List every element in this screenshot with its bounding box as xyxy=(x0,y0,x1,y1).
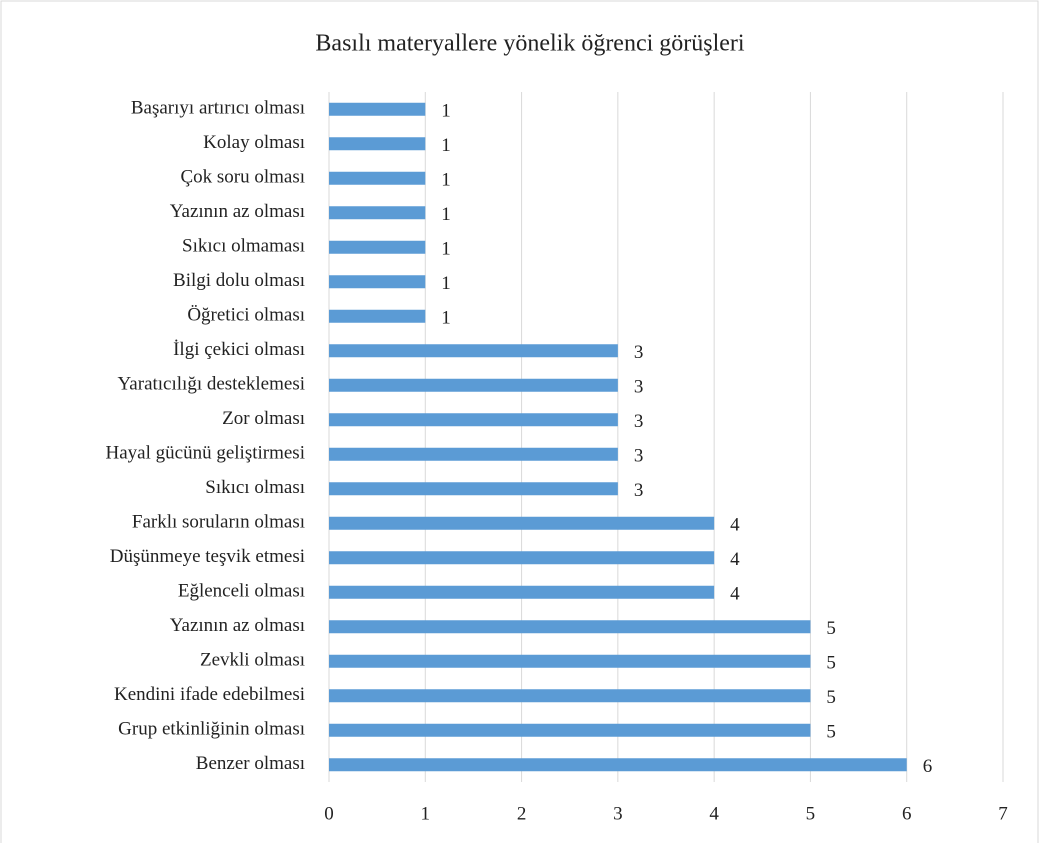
data-label: 3 xyxy=(634,446,644,467)
bar xyxy=(329,240,426,254)
y-tick-label: Hayal gücünü geliştirmesi xyxy=(106,443,305,464)
y-tick-label: Öğretici olması xyxy=(187,305,305,326)
bar xyxy=(329,654,811,668)
bar xyxy=(329,378,618,392)
x-tick-label: 4 xyxy=(709,803,719,824)
x-tick-label: 7 xyxy=(998,803,1008,824)
y-tick-label: Zor olması xyxy=(222,408,305,429)
bar xyxy=(329,551,715,565)
y-tick-label: Kolay olması xyxy=(203,132,305,153)
data-label: 3 xyxy=(634,411,644,432)
y-tick-label: Farklı soruların olması xyxy=(132,512,305,533)
data-label: 1 xyxy=(441,101,451,122)
y-tick-label: Yazının az olması xyxy=(170,615,305,636)
data-label: 3 xyxy=(634,342,644,363)
bar xyxy=(329,171,426,185)
bar xyxy=(329,620,811,634)
bar xyxy=(329,344,618,358)
data-label: 3 xyxy=(634,377,644,398)
y-tick-label: Zevkli olması xyxy=(200,650,305,671)
y-tick-label: Çok soru olması xyxy=(180,167,305,188)
bar xyxy=(329,758,907,772)
bar xyxy=(329,482,618,496)
x-tick-label: 5 xyxy=(806,803,816,824)
data-label: 1 xyxy=(441,204,451,225)
data-label: 4 xyxy=(730,549,740,570)
chart-title: Basılı materyallere yönelik öğrenci görü… xyxy=(315,31,745,57)
bar xyxy=(329,723,811,737)
data-label: 5 xyxy=(826,722,836,743)
x-tick-label: 1 xyxy=(421,803,431,824)
x-tick-label: 6 xyxy=(902,803,912,824)
y-tick-label: Eğlenceli olması xyxy=(178,581,305,602)
data-label: 5 xyxy=(826,618,836,639)
bar xyxy=(329,447,618,461)
bar xyxy=(329,206,426,220)
data-label: 5 xyxy=(826,687,836,708)
bar xyxy=(329,309,426,323)
y-tick-label: Yazının az olması xyxy=(170,201,305,222)
y-tick-label: İlgi çekici olması xyxy=(173,339,305,360)
y-tick-label: Kendini ifade edebilmesi xyxy=(114,684,305,705)
y-tick-label: Başarıyı artırıcı olması xyxy=(131,98,305,119)
data-label: 1 xyxy=(441,135,451,156)
data-label: 4 xyxy=(730,515,740,536)
data-label: 5 xyxy=(826,653,836,674)
y-tick-label: Düşünmeye teşvik etmesi xyxy=(110,546,305,567)
bar xyxy=(329,689,811,703)
bar xyxy=(329,516,715,530)
data-label: 1 xyxy=(441,239,451,260)
y-tick-label: Sıkıcı olması xyxy=(205,477,305,498)
x-tick-label: 0 xyxy=(324,803,334,824)
x-tick-label: 3 xyxy=(613,803,623,824)
y-tick-label: Grup etkinliğinin olması xyxy=(118,719,305,740)
y-tick-label: Bilgi dolu olması xyxy=(173,270,305,291)
data-label: 1 xyxy=(441,308,451,329)
data-label: 4 xyxy=(730,584,740,605)
x-tick-label: 2 xyxy=(517,803,527,824)
data-label: 1 xyxy=(441,170,451,191)
bar xyxy=(329,413,618,427)
bar xyxy=(329,275,426,289)
y-tick-label: Sıkıcı olmaması xyxy=(182,236,305,257)
data-label: 3 xyxy=(634,480,644,501)
bar xyxy=(329,137,426,151)
y-tick-label: Benzer olması xyxy=(196,753,305,774)
bar xyxy=(329,585,715,599)
data-label: 1 xyxy=(441,273,451,294)
bar xyxy=(329,102,426,116)
data-label: 6 xyxy=(923,756,933,777)
y-tick-label: Yaratıcılığı desteklemesi xyxy=(117,374,305,395)
